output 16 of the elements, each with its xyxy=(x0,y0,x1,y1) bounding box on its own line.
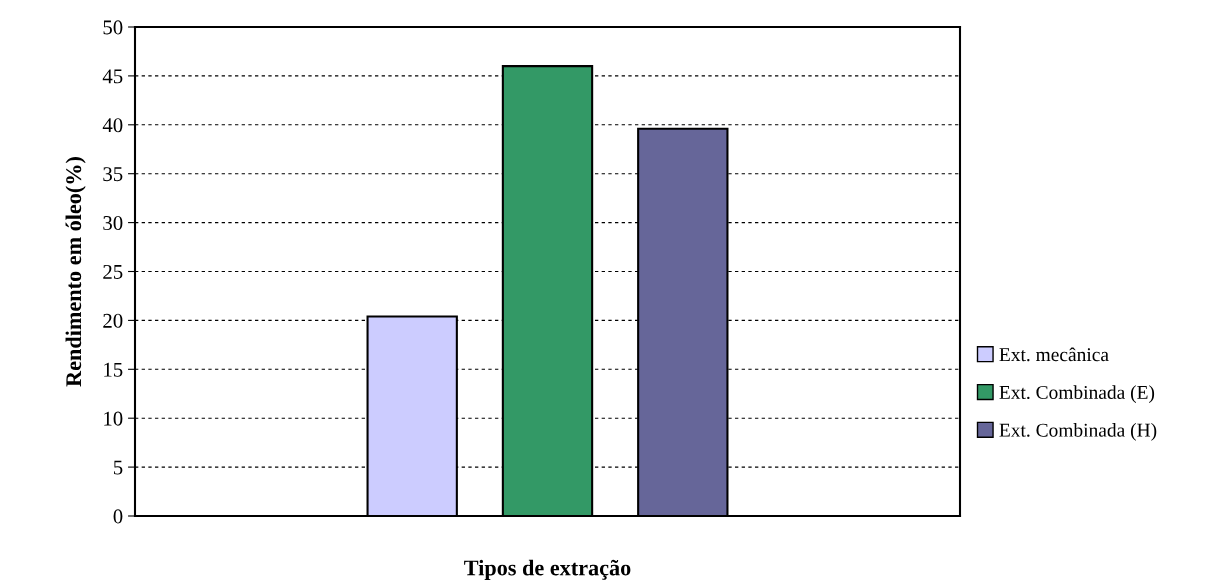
y-axis-title: Rendimento em óleo(%) xyxy=(65,157,86,387)
legend-label: Ext. mecânica xyxy=(999,347,1109,362)
y-tick-label: 35 xyxy=(103,167,123,182)
y-tick-label: 0 xyxy=(113,509,123,524)
y-tick-label: 10 xyxy=(104,411,123,426)
y-tick-label: 20 xyxy=(103,313,123,328)
y-tick-label: 30 xyxy=(103,215,123,231)
legend-label: Ext. Combinada (H) xyxy=(999,423,1157,441)
y-tick-label: 5 xyxy=(113,460,123,475)
y-tick-label: 50 xyxy=(103,20,123,35)
y-tick-label: 40 xyxy=(102,118,123,133)
legend-label: Ext. Combinada (E) xyxy=(999,385,1155,403)
x-axis-title: Tipos de extração xyxy=(464,559,631,580)
y-tick-label: 25 xyxy=(103,264,123,279)
y-tick-label: 15 xyxy=(104,362,123,377)
y-tick-label: 45 xyxy=(102,69,123,84)
